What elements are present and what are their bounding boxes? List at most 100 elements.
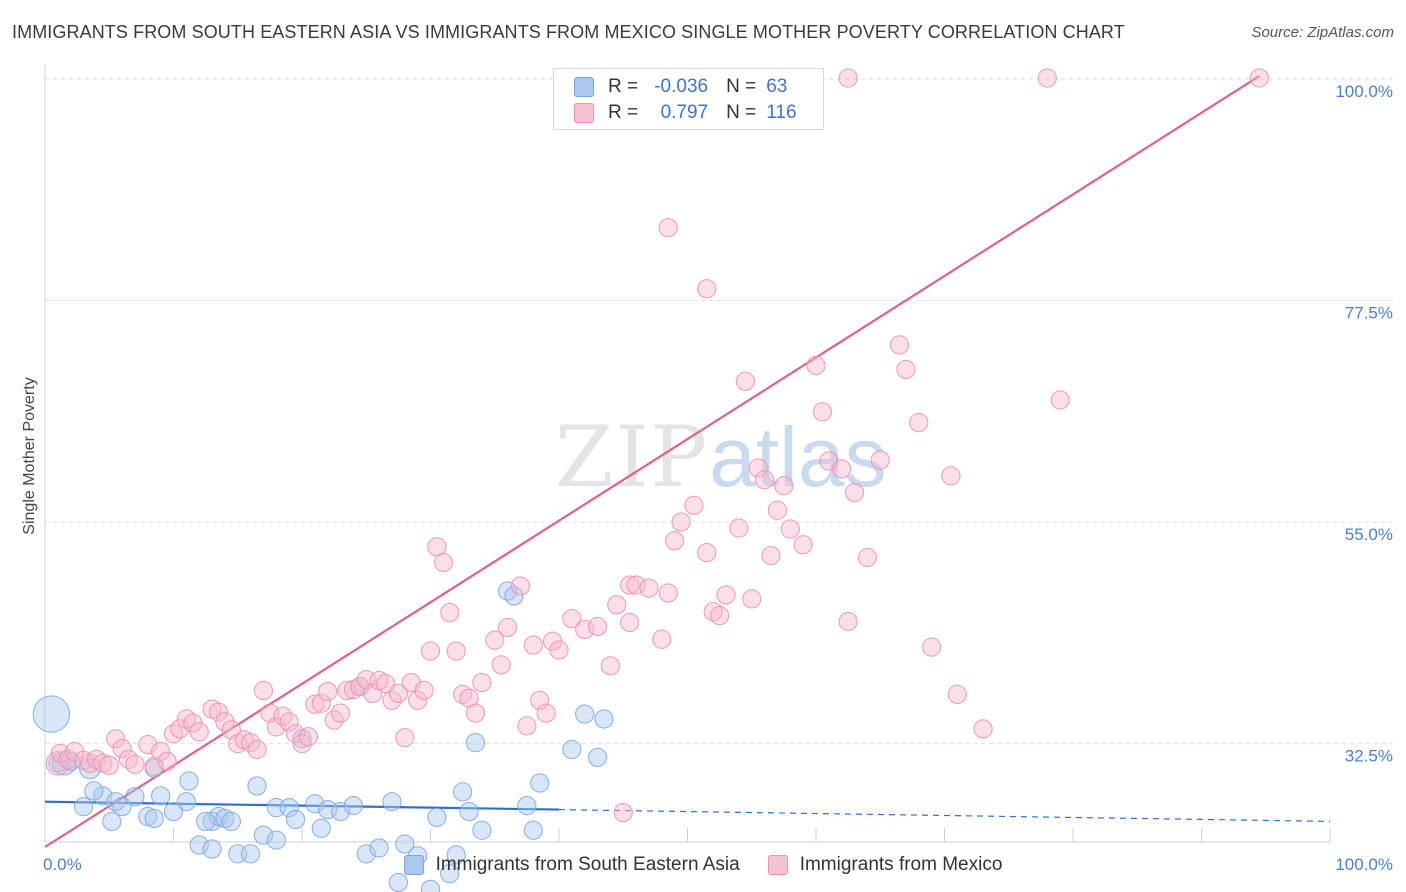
mexico-point (157, 751, 177, 771)
mexico-point (266, 717, 286, 737)
south-eastern-asia-point (562, 739, 582, 760)
mexico-point (375, 673, 396, 694)
south-eastern-asia-point (196, 811, 216, 832)
legend-row-south-eastern-asia: R = -0.036 N = 63 (574, 74, 787, 100)
mexico-point (735, 371, 755, 391)
south-eastern-asia-point (427, 807, 447, 828)
mexico-point (106, 729, 126, 749)
chart-title: IMMIGRANTS FROM SOUTH EASTERN ASIA VS IM… (12, 22, 1125, 42)
y-axis-label: Single Mother Poverty (21, 377, 38, 534)
mexico-point (870, 450, 890, 470)
y-tick-labels: 32.5% 55.0% 77.5% 100.0% (1335, 82, 1393, 766)
legend-item-label: Immigrants from Mexico (799, 854, 1003, 875)
mexico-trendline (44, 75, 1260, 848)
mexico-point (151, 741, 171, 762)
mexico-point (414, 680, 434, 701)
mexico-point (806, 355, 826, 376)
mexico-point (189, 722, 209, 742)
mexico-point (838, 611, 858, 632)
south-eastern-asia-point (330, 801, 351, 822)
mexico-point (587, 616, 608, 637)
south-eastern-asia-point (453, 782, 473, 802)
south-eastern-asia-point (241, 844, 261, 864)
south-eastern-asia-point (285, 809, 306, 830)
x-tick-labels: 0.0% 100.0% (43, 855, 1393, 874)
mexico-point (729, 518, 749, 538)
south-eastern-asia-point (93, 786, 113, 806)
mexico-point (832, 459, 852, 479)
legend-r-value: 0.797 (660, 102, 709, 123)
south-eastern-asia-point (395, 834, 415, 854)
south-eastern-asia-point (504, 586, 524, 606)
south-eastern-asia-point (587, 747, 608, 768)
y-tick-label: 32.5% (1345, 747, 1393, 766)
mexico-point (844, 482, 865, 503)
south-eastern-asia-point (420, 879, 441, 892)
south-eastern-asia-point (369, 838, 389, 858)
legend-n-label: N = (726, 102, 757, 123)
mexico-point (395, 728, 415, 748)
mexico-point (626, 575, 646, 595)
y-tick-label: 77.5% (1345, 304, 1393, 323)
legend-swatch-pink (767, 855, 788, 875)
legend-r-label: R = (608, 102, 639, 123)
legend-n-value: 63 (766, 76, 788, 97)
mexico-point (472, 672, 492, 693)
mexico-point (838, 68, 858, 88)
mexico-point (99, 755, 119, 775)
mexico-point (50, 743, 71, 764)
mexico-point (780, 519, 800, 539)
mexico-point (465, 703, 486, 723)
south-eastern-asia-point (176, 792, 196, 812)
y-tick-label: 100.0% (1335, 82, 1393, 101)
south-eastern-asia-point (459, 801, 479, 822)
mexico-point (433, 552, 453, 573)
legend-item-mexico[interactable]: Immigrants from Mexico (767, 854, 1003, 876)
mexico-point (112, 738, 132, 759)
south-eastern-asia-point (594, 709, 614, 729)
south-eastern-asia-point (247, 776, 267, 796)
south-eastern-asia-point (202, 839, 222, 859)
mexico-point (337, 680, 357, 701)
mexico-point (620, 575, 640, 595)
mexico-point (761, 545, 781, 566)
mexico-point (716, 585, 736, 605)
south-eastern-asia-point (446, 845, 466, 865)
south-eastern-asia-point (32, 695, 71, 733)
mexico-point (639, 578, 659, 598)
legend-item-south-eastern-asia[interactable]: Immigrants from South Eastern Asia (403, 854, 740, 876)
mexico-point (491, 655, 511, 675)
mexico-point (208, 702, 229, 722)
south-eastern-asia-point (144, 808, 164, 829)
legend-r-label: R = (608, 76, 639, 97)
mexico-point (742, 589, 762, 609)
mexico-point (311, 693, 331, 713)
mexico-point (305, 694, 325, 714)
mexico-point (613, 802, 633, 823)
x-tick-label: 0.0% (43, 855, 82, 874)
south-eastern-asia-point (102, 811, 122, 832)
south-eastern-asia-point (106, 792, 126, 812)
mexico-point (125, 754, 145, 774)
south-eastern-asia-point (253, 825, 274, 845)
south-eastern-asia-point (311, 818, 331, 838)
mexico-point (1249, 68, 1269, 88)
mexico-point (607, 595, 627, 615)
mexico-point (896, 359, 916, 380)
mexico-point (318, 681, 338, 702)
mexico-point (510, 576, 531, 596)
data-points (32, 68, 1269, 892)
mexico-point (889, 335, 910, 355)
mexico-point (684, 495, 704, 515)
legend-row-mexico: R = 0.797 N = 116 (574, 100, 797, 126)
x-tick-label: 100.0% (1335, 855, 1393, 874)
south-eastern-asia-point (202, 811, 222, 832)
legend-n-label: N = (726, 76, 757, 97)
mexico-point (363, 683, 383, 704)
mexico-point (549, 640, 569, 660)
mexico-point (575, 619, 595, 640)
legend-swatch-blue (403, 855, 424, 875)
mexico-point (793, 535, 813, 555)
south-eastern-asia-point (179, 771, 199, 791)
mexico-point (857, 547, 878, 568)
